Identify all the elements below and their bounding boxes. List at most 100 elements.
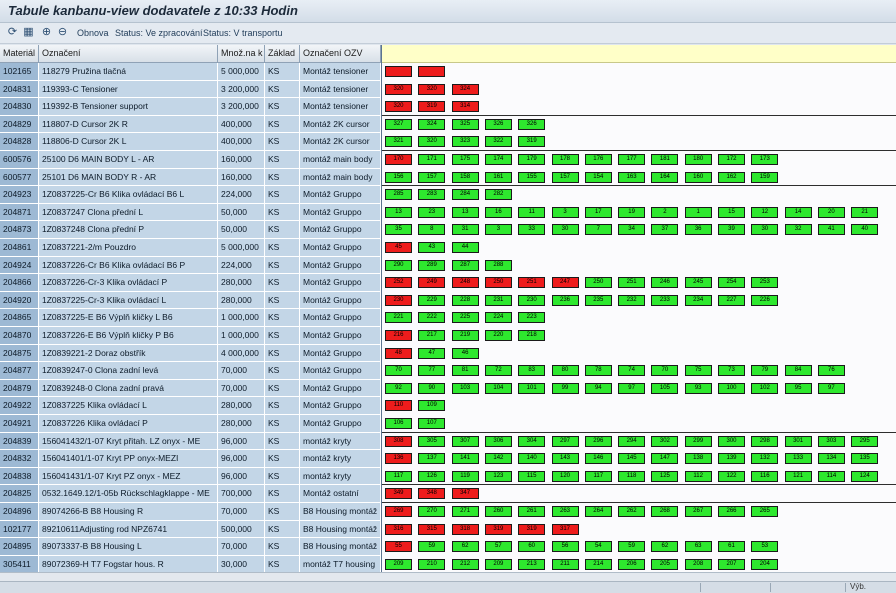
kanban-card-full[interactable]: 62 bbox=[451, 541, 479, 553]
kanban-card-full[interactable]: 211 bbox=[551, 558, 579, 570]
kanban-card-full[interactable]: 297 bbox=[551, 435, 579, 447]
table-row[interactable]: 204839 156041432/1-07 Kryt přitah. LZ ony… bbox=[0, 432, 381, 451]
kanban-card-empty[interactable]: 347 bbox=[451, 488, 479, 500]
kanban-card-full[interactable]: 283 bbox=[418, 189, 446, 201]
kanban-card-full[interactable]: 208 bbox=[684, 558, 712, 570]
kanban-card-empty[interactable]: 248 bbox=[451, 277, 479, 289]
kanban-card-full[interactable]: 174 bbox=[484, 154, 512, 165]
column-header[interactable]: Základ bbox=[265, 45, 300, 62]
kanban-card-full[interactable]: 40 bbox=[851, 224, 879, 236]
kanban-card-full[interactable]: 23 bbox=[418, 206, 446, 218]
kanban-card-full[interactable]: 117 bbox=[584, 470, 612, 482]
kanban-card-full[interactable]: 76 bbox=[817, 365, 845, 377]
kanban-card-empty[interactable]: 318 bbox=[451, 523, 479, 535]
kanban-card-full[interactable]: 162 bbox=[718, 171, 745, 183]
table-row[interactable]: 204828 118806-D Cursor 2K L 400,000 KS Montá… bbox=[0, 133, 381, 151]
kanban-card-full[interactable]: 77 bbox=[418, 365, 446, 377]
kanban-card-full[interactable]: 206 bbox=[618, 558, 646, 570]
kanban-card-full[interactable]: 107 bbox=[418, 418, 446, 429]
kanban-card-full[interactable]: 12 bbox=[751, 206, 779, 218]
kanban-card-full[interactable]: 320 bbox=[418, 136, 446, 148]
kanban-card-empty[interactable]: 252 bbox=[385, 277, 412, 289]
kanban-card-full[interactable]: 302 bbox=[651, 435, 679, 447]
kanban-card-full[interactable]: 147 bbox=[651, 453, 679, 465]
kanban-card-full[interactable]: 156 bbox=[385, 171, 412, 183]
kanban-card-full[interactable]: 62 bbox=[651, 541, 679, 553]
kanban-card-full[interactable]: 251 bbox=[618, 277, 646, 289]
kanban-card-full[interactable]: 204 bbox=[751, 558, 779, 570]
kanban-card-full[interactable]: 163 bbox=[618, 171, 646, 183]
kanban-card-full[interactable]: 228 bbox=[451, 294, 479, 306]
kanban-card-full[interactable]: 54 bbox=[584, 541, 612, 553]
table-row[interactable]: 204896 89074266-B B8 Housing R 70,000 KS B8 … bbox=[0, 503, 381, 521]
kanban-card-full[interactable]: 14 bbox=[784, 206, 812, 218]
kanban-card-full[interactable]: 121 bbox=[784, 470, 812, 482]
kanban-card-full[interactable]: 299 bbox=[684, 435, 712, 447]
table-row[interactable]: 204870 1Z0837226-E B6 Výplň kličky P B6 1 … bbox=[0, 327, 381, 345]
kanban-card-full[interactable]: 326 bbox=[484, 118, 512, 130]
kanban-card-full[interactable]: 253 bbox=[751, 277, 779, 289]
kanban-card-full[interactable]: 13 bbox=[385, 206, 412, 218]
kanban-card-full[interactable]: 90 bbox=[418, 382, 446, 394]
kanban-card-full[interactable]: 224 bbox=[484, 312, 512, 324]
kanban-card-full[interactable]: 57 bbox=[484, 541, 512, 553]
kanban-card-full[interactable]: 31 bbox=[451, 224, 479, 236]
kanban-card-full[interactable]: 160 bbox=[684, 171, 712, 183]
kanban-card-empty[interactable]: 230 bbox=[385, 294, 412, 306]
kanban-card-full[interactable]: 116 bbox=[751, 470, 779, 482]
kanban-card-full[interactable]: 21 bbox=[851, 206, 879, 218]
kanban-card-full[interactable]: 93 bbox=[684, 382, 712, 394]
kanban-card-full[interactable]: 11 bbox=[518, 206, 546, 218]
kanban-card-full[interactable]: 119 bbox=[451, 470, 479, 482]
kanban-card-full[interactable]: 212 bbox=[451, 558, 479, 570]
kanban-card-full[interactable]: 30 bbox=[551, 224, 579, 236]
kanban-card-full[interactable]: 19 bbox=[618, 206, 646, 218]
status-processing-button[interactable]: Status: Ve zpracování bbox=[115, 28, 203, 38]
kanban-card-full[interactable]: 81 bbox=[451, 365, 479, 377]
kanban-card-full[interactable]: 101 bbox=[518, 382, 546, 394]
table-row[interactable]: 204871 1Z0837247 Clona přední L 50,000 KS Mo… bbox=[0, 203, 381, 222]
status-transport-button[interactable]: Status: V transportu bbox=[203, 28, 283, 38]
kanban-card-full[interactable]: 134 bbox=[817, 453, 845, 465]
kanban-card-full[interactable]: 289 bbox=[418, 259, 446, 271]
kanban-card-full[interactable]: 282 bbox=[484, 189, 512, 201]
kanban-card-full[interactable]: 146 bbox=[584, 453, 612, 465]
kanban-card-full[interactable]: 97 bbox=[817, 382, 845, 394]
kanban-card-full[interactable]: 222 bbox=[418, 312, 446, 324]
table-row[interactable]: 600576 25100 D6 MAIN BODY L - AR 160,000 KS… bbox=[0, 151, 381, 169]
kanban-card-empty[interactable]: 320 bbox=[385, 101, 412, 113]
kanban-card-full[interactable]: 102 bbox=[751, 382, 779, 394]
table-row[interactable]: 204861 1Z0837221-2/m Pouzdro 5 000,000 KS Mo… bbox=[0, 239, 381, 257]
kanban-card-full[interactable]: 133 bbox=[784, 453, 812, 465]
kanban-card-full[interactable]: 17 bbox=[584, 206, 612, 218]
kanban-card-full[interactable]: 15 bbox=[718, 206, 745, 218]
kanban-card-full[interactable]: 213 bbox=[518, 558, 546, 570]
kanban-card-full[interactable]: 106 bbox=[385, 418, 412, 429]
table-row[interactable]: 102165 118279 Pružina tlačná 5 000,000 KS Mo… bbox=[0, 63, 381, 81]
table-row[interactable]: 204920 1Z0837225-Cr-3 Klika ovládací L 280… bbox=[0, 291, 381, 310]
table-row[interactable]: 102177 89210611Adjusting rod NPZ6741 500,0… bbox=[0, 520, 381, 539]
kanban-card-full[interactable]: 138 bbox=[684, 453, 712, 465]
kanban-card-full[interactable]: 123 bbox=[484, 470, 512, 482]
kanban-card-full[interactable]: 327 bbox=[385, 118, 412, 130]
kanban-card-full[interactable]: 209 bbox=[385, 558, 412, 570]
kanban-card-full[interactable]: 1 bbox=[684, 206, 712, 218]
table-row[interactable]: 600577 25101 D6 MAIN BODY R - AR 160,000 KS… bbox=[0, 168, 381, 187]
kanban-card-full[interactable]: 142 bbox=[484, 453, 512, 465]
kanban-card-full[interactable]: 39 bbox=[718, 224, 745, 236]
table-row[interactable]: 204879 1Z0839248-0 Clona zadní pravá 70,00… bbox=[0, 379, 381, 398]
kanban-card-full[interactable]: 132 bbox=[751, 453, 779, 465]
kanban-card-full[interactable]: 205 bbox=[651, 558, 679, 570]
kanban-card-empty[interactable]: 170 bbox=[385, 154, 412, 165]
kanban-card-full[interactable]: 301 bbox=[784, 435, 812, 447]
kanban-card-full[interactable]: 105 bbox=[651, 382, 679, 394]
kanban-card-empty[interactable]: 308 bbox=[385, 435, 412, 447]
kanban-card-empty[interactable]: 316 bbox=[385, 523, 412, 535]
kanban-card-full[interactable]: 3 bbox=[551, 206, 579, 218]
kanban-card-full[interactable]: 325 bbox=[451, 118, 479, 130]
table-row[interactable]: 204831 119393-C Tensioner 3 200,000 KS Montá… bbox=[0, 80, 381, 99]
kanban-card-full[interactable]: 300 bbox=[718, 435, 745, 447]
kanban-card-full[interactable]: 34 bbox=[618, 224, 646, 236]
kanban-card-full[interactable]: 230 bbox=[518, 294, 546, 306]
kanban-card-full[interactable]: 141 bbox=[451, 453, 479, 465]
